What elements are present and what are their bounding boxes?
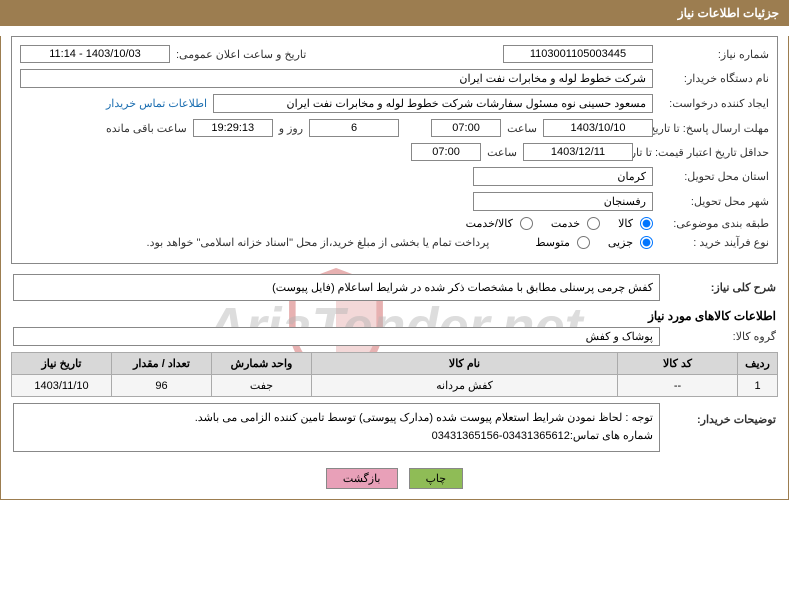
time-remaining-value: 19:29:13 <box>193 119 273 137</box>
buyer-notes-label: توضیحات خریدار: <box>666 403 776 426</box>
purchase-medium-label: متوسط <box>535 236 570 249</box>
back-button[interactable]: بازگشت <box>326 468 398 489</box>
cell-row: 1 <box>738 375 778 397</box>
category-radio-group: کالا خدمت کالا/خدمت <box>452 217 653 230</box>
province-label: استان محل تحویل: <box>659 170 769 183</box>
city-value: رفسنجان <box>473 192 653 211</box>
general-desc-value: کفش چرمی پرسنلی مطابق با مشخصات ذکر شده … <box>13 274 660 301</box>
general-desc-label: شرح کلی نیاز: <box>666 281 776 294</box>
table-header-row: ردیف کد کالا نام کالا واحد شمارش تعداد /… <box>12 353 778 375</box>
cell-code: -- <box>618 375 738 397</box>
deadline-time-value: 07:00 <box>431 119 501 137</box>
button-bar: چاپ بازگشت <box>1 458 788 499</box>
cell-date: 1403/11/10 <box>12 375 112 397</box>
buyer-notes-box: توجه : لحاظ نمودن شرایط استعلام پیوست شد… <box>13 403 660 452</box>
page-header: جزئیات اطلاعات نیاز <box>0 0 789 26</box>
table-row: 1 -- کفش مردانه جفت 96 1403/11/10 <box>12 375 778 397</box>
cell-qty: 96 <box>112 375 212 397</box>
page-title: جزئیات اطلاعات نیاز <box>678 6 779 20</box>
category-goods-label: کالا <box>618 217 633 230</box>
deadline-label: مهلت ارسال پاسخ: تا تاریخ: <box>659 122 769 135</box>
announce-date-value: 1403/10/03 - 11:14 <box>20 45 170 63</box>
validity-date-value: 1403/12/11 <box>523 143 633 161</box>
col-date: تاریخ نیاز <box>12 353 112 375</box>
need-number-label: شماره نیاز: <box>659 48 769 61</box>
col-code: کد کالا <box>618 353 738 375</box>
purchase-type-label: نوع فرآیند خرید : <box>659 236 769 249</box>
col-qty: تعداد / مقدار <box>112 353 212 375</box>
cell-name: کفش مردانه <box>312 375 618 397</box>
days-remaining-value: 6 <box>309 119 399 137</box>
col-name: نام کالا <box>312 353 618 375</box>
purchase-type-radio-group: جزیی متوسط <box>521 236 653 249</box>
purchase-partial-radio[interactable] <box>640 236 653 249</box>
time-remaining-label: ساعت باقی مانده <box>106 122 187 135</box>
category-goods-service-radio[interactable] <box>520 217 533 230</box>
item-group-value: پوشاک و کفش <box>13 327 660 346</box>
validity-label: حداقل تاریخ اعتبار قیمت: تا تاریخ: <box>639 146 769 159</box>
need-number-value: 1103001105003445 <box>503 45 653 63</box>
buyer-contact-link[interactable]: اطلاعات تماس خریدار <box>106 97 207 110</box>
print-button[interactable]: چاپ <box>409 468 464 489</box>
buyer-notes-line2: شماره های تماس:03431365612-03431365156 <box>20 428 653 446</box>
city-label: شهر محل تحویل: <box>659 195 769 208</box>
category-goods-radio[interactable] <box>640 217 653 230</box>
items-table: ردیف کد کالا نام کالا واحد شمارش تعداد /… <box>11 352 778 397</box>
buyer-notes-line1: توجه : لحاظ نمودن شرایط استعلام پیوست شد… <box>20 410 653 428</box>
buyer-org-label: نام دستگاه خریدار: <box>659 72 769 85</box>
creator-label: ایجاد کننده درخواست: <box>659 97 769 110</box>
deadline-date-value: 1403/10/10 <box>543 119 653 137</box>
category-service-label: خدمت <box>551 217 580 230</box>
deadline-time-label: ساعت <box>507 122 537 135</box>
days-and-label: روز و <box>279 122 303 135</box>
payment-note: پرداخت تمام یا بخشی از مبلغ خرید،از محل … <box>147 236 490 249</box>
items-section-title: اطلاعات کالاهای مورد نیاز <box>13 309 776 323</box>
creator-value: مسعود حسینی نوه مسئول سفارشات شرکت خطوط … <box>213 94 653 113</box>
announce-date-label: تاریخ و ساعت اعلان عمومی: <box>176 48 306 61</box>
col-row: ردیف <box>738 353 778 375</box>
item-group-label: گروه کالا: <box>666 330 776 343</box>
buyer-org-value: شرکت خطوط لوله و مخابرات نفت ایران <box>20 69 653 88</box>
province-value: کرمان <box>473 167 653 186</box>
category-service-radio[interactable] <box>587 217 600 230</box>
purchase-partial-label: جزیی <box>608 236 633 249</box>
col-unit: واحد شمارش <box>212 353 312 375</box>
details-fieldset: شماره نیاز: 1103001105003445 تاریخ و ساع… <box>11 36 778 264</box>
main-container: AriaTender.net شماره نیاز: 1103001105003… <box>0 36 789 500</box>
category-goods-service-label: کالا/خدمت <box>466 217 513 230</box>
validity-time-label: ساعت <box>487 146 517 159</box>
purchase-medium-radio[interactable] <box>577 236 590 249</box>
category-label: طبقه بندی موضوعی: <box>659 217 769 230</box>
cell-unit: جفت <box>212 375 312 397</box>
validity-time-value: 07:00 <box>411 143 481 161</box>
